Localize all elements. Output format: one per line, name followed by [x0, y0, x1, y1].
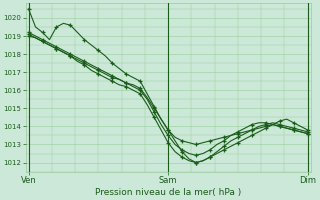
- X-axis label: Pression niveau de la mer( hPa ): Pression niveau de la mer( hPa ): [95, 188, 241, 197]
